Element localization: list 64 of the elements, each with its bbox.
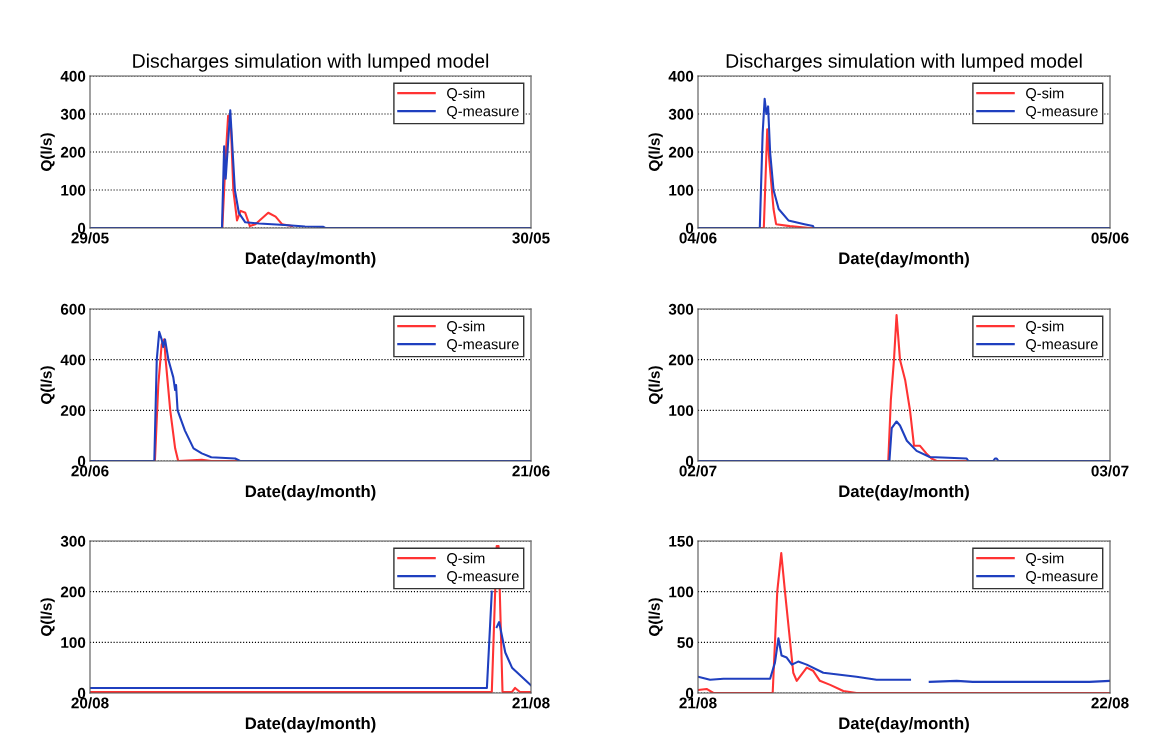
x-tick-label: 04/06 [679,232,717,244]
y-axis-title: Q(l/s) [648,366,663,404]
legend-label: Q-measure [1026,571,1098,584]
y-tick-label: 0 [685,455,694,467]
y-axis-title: Q(l/s) [648,598,663,636]
x-tick-label: 21/08 [512,697,550,709]
x-axis-title: Date(day/month) [245,251,376,268]
y-tick-label: 100 [61,637,86,649]
x-tick-label: 30/05 [512,232,550,244]
y-axis-title: Q(l/s) [648,133,663,171]
y-tick-label: 300 [668,303,694,315]
x-tick-label: 21/08 [679,697,717,709]
x-tick-label: 20/06 [71,465,109,477]
y-axis-title: Q(l/s) [40,133,55,171]
y-tick-label: 400 [668,70,694,82]
legend-label: Q-sim [1026,552,1064,566]
y-tick-label: 600 [60,303,86,315]
x-axis-title: Date(day/month) [839,716,969,733]
legend-label: Q-sim [447,552,485,566]
y-tick-label: 200 [60,586,86,598]
x-axis-title: Date(day/month) [839,484,969,501]
y-tick-label: 200 [668,146,694,158]
y-tick-label: 200 [60,146,86,158]
legend-label: Q-measure [1026,339,1098,352]
y-tick-label: 150 [669,535,694,547]
x-tick-label: 02/07 [679,465,717,477]
y-tick-label: 100 [669,184,694,196]
y-tick-label: 0 [77,455,86,467]
y-axis-title: Q(l/s) [40,598,55,636]
y-tick-label: 50 [677,637,694,649]
x-axis-title: Date(day/month) [839,251,969,268]
y-tick-label: 0 [77,687,86,699]
y-tick-label: 100 [669,405,694,417]
legend-label: Q-sim [1026,87,1064,101]
chart-title: Discharges simulation with lumped model [133,53,489,72]
y-tick-label: 300 [60,108,86,120]
x-axis-title: Date(day/month) [245,716,376,733]
y-tick-label: 300 [668,108,694,120]
x-tick-label: 03/07 [1091,465,1129,477]
y-tick-label: 400 [60,70,86,82]
x-tick-label: 20/08 [71,697,109,709]
x-tick-label: 22/08 [1091,697,1129,709]
x-tick-label: 05/06 [1091,232,1129,244]
y-tick-label: 0 [685,687,694,699]
legend-label: Q-measure [447,339,519,352]
y-tick-label: 0 [77,222,86,234]
legend-label: Q-measure [447,571,519,584]
legend-label: Q-sim [447,87,485,101]
y-tick-label: 200 [60,405,86,417]
x-tick-label: 21/06 [512,465,550,477]
chart-title: Discharges simulation with lumped model [726,53,1082,72]
y-tick-label: 300 [60,535,86,547]
y-tick-label: 100 [61,184,86,196]
legend-label: Q-measure [1026,106,1098,119]
y-axis-title: Q(l/s) [40,366,55,404]
x-axis-title: Date(day/month) [245,484,376,501]
legend-label: Q-measure [447,106,519,119]
y-tick-label: 0 [685,222,694,234]
x-tick-label: 29/05 [71,232,109,244]
y-tick-label: 200 [668,354,694,366]
legend-label: Q-sim [1026,320,1064,334]
y-tick-label: 400 [60,354,86,366]
y-tick-label: 100 [669,586,694,598]
legend-label: Q-sim [447,320,485,334]
